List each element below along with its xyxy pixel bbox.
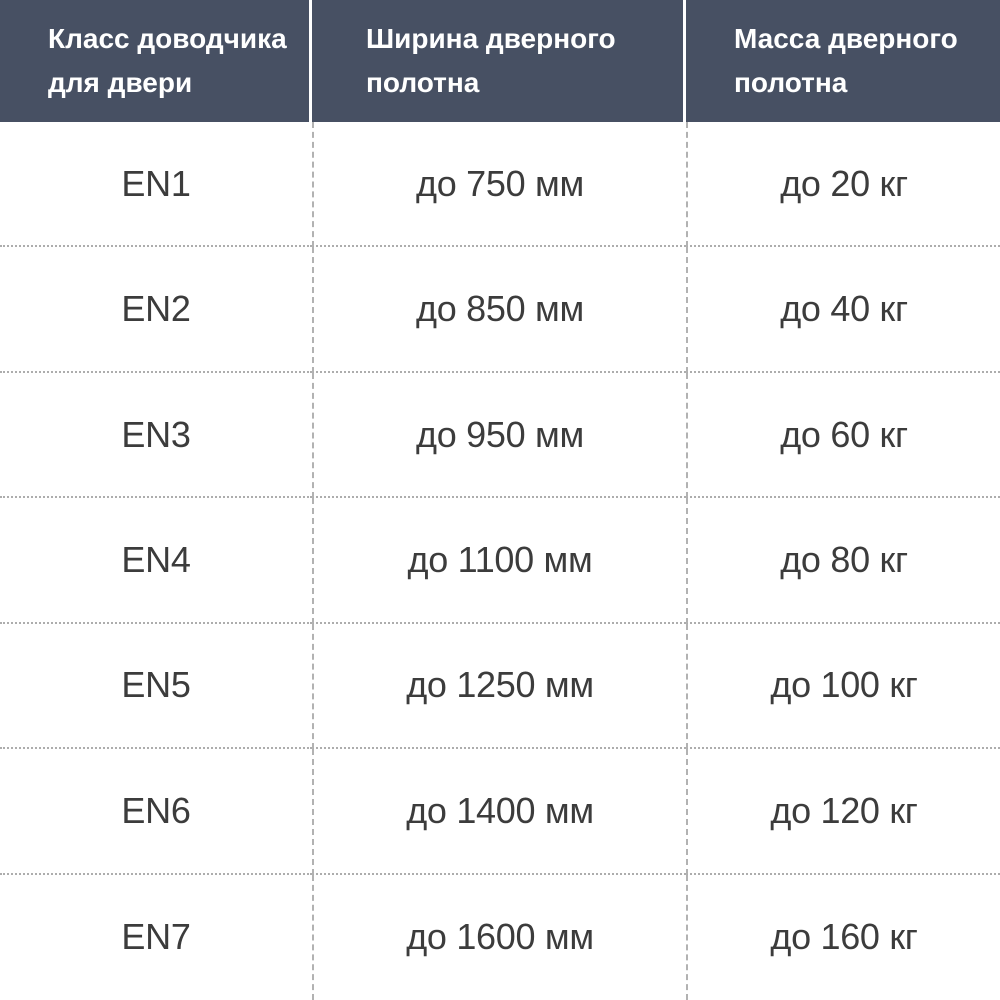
table-cell-en1-class: EN1 [0,122,312,248]
table-cell-en7-mass: до 160 кг [686,874,1000,1000]
table-cell-en4-mass: до 80 кг [686,498,1000,624]
table-cell-en7-width: до 1600 мм [312,874,686,1000]
table-cell-en6-width: до 1400 мм [312,749,686,875]
table-cell-en2-width: до 850 мм [312,247,686,373]
table-cell-en4-class: EN4 [0,498,312,624]
column-header-label: Класс доводчика для двери [48,23,287,98]
table-cell-en4-width: до 1100 мм [312,498,686,624]
column-header-label: Масса дверного полотна [734,23,958,98]
table-cell-en5-mass: до 100 кг [686,623,1000,750]
column-header-door-mass: Масса дверного полотна [686,0,1000,122]
table-cell-en3-class: EN3 [0,372,312,499]
column-header-closer-class: Класс доводчика для двери [0,0,312,122]
table-cell-en1-width: до 750 мм [312,122,686,248]
table-cell-en5-class: EN5 [0,623,312,750]
table-cell-en6-mass: до 120 кг [686,749,1000,875]
table-cell-en5-width: до 1250 мм [312,623,686,750]
column-header-door-width: Ширина дверного полотна [312,0,686,122]
table-cell-en3-mass: до 60 кг [686,372,1000,499]
table-cell-en3-width: до 950 мм [312,372,686,499]
table-cell-en2-mass: до 40 кг [686,247,1000,373]
table-cell-en2-class: EN2 [0,247,312,373]
table-cell-en1-mass: до 20 кг [686,122,1000,248]
table-cell-en7-class: EN7 [0,874,312,1000]
column-header-label: Ширина дверного полотна [366,23,616,98]
table-cell-en6-class: EN6 [0,749,312,875]
